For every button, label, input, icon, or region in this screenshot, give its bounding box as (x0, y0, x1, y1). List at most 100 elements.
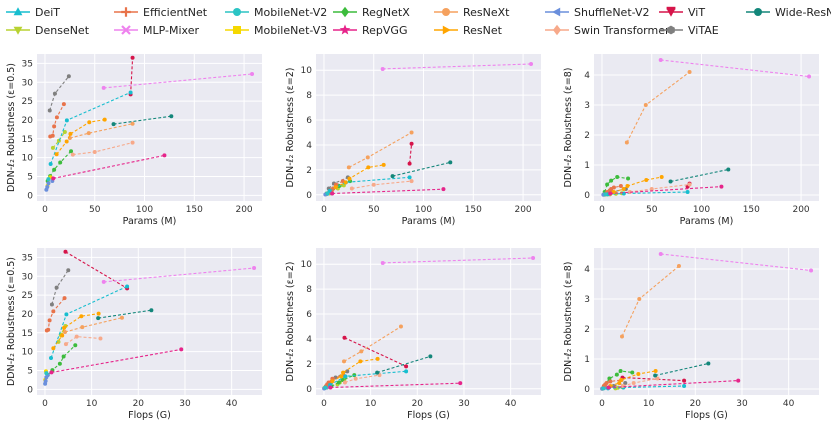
series-line-mlp-mixer (103, 267, 255, 283)
legend-label-repvgg: RepVGG (362, 24, 407, 37)
series-line-repvgg (53, 154, 165, 179)
series-repvgg (328, 381, 463, 390)
data-point (63, 249, 68, 254)
data-point (128, 90, 133, 95)
series-line-mlp-mixer (382, 257, 534, 264)
legend-marker-vitae (667, 25, 675, 35)
x-tick-label: 10 (643, 399, 655, 409)
legend-item-densenet: DenseNet (6, 24, 90, 37)
data-point (62, 296, 67, 301)
x-tick-label: 150 (465, 205, 482, 215)
y-tick-label: 35 (22, 253, 33, 263)
data-point (346, 165, 351, 170)
series-vit (407, 141, 414, 166)
series-resnet (608, 369, 658, 388)
data-point (659, 175, 664, 179)
x-tick-label: 200 (514, 205, 531, 215)
data-point (529, 61, 534, 66)
series-repvgg (608, 184, 724, 196)
series-swin-transformer (627, 182, 692, 194)
data-point (627, 190, 632, 194)
series-mobilenet-v2 (325, 191, 330, 196)
data-point (96, 316, 101, 321)
data-point (57, 361, 62, 366)
data-point (60, 333, 65, 338)
data-point (92, 150, 97, 154)
series-deit (328, 369, 409, 388)
y-tick-label: 30 (22, 272, 34, 282)
legend-label-densenet: DenseNet (35, 24, 90, 37)
y-tick-label: 1 (584, 355, 590, 365)
series-line-resnext (343, 326, 402, 362)
data-point (404, 369, 409, 374)
y-tick-label: 4 (306, 335, 312, 345)
series-repvgg (606, 378, 741, 390)
data-point (102, 117, 107, 122)
series-line-vit (409, 143, 413, 164)
data-point (47, 108, 52, 113)
series-resnext (624, 70, 692, 145)
series-line-regnetx (604, 176, 629, 193)
data-point (409, 141, 414, 146)
series-line-resnet (56, 119, 105, 155)
y-tick-label: 4 (306, 141, 312, 151)
data-point (398, 324, 403, 329)
legend-label-mobilenet-v3: MobileNet-V3 (254, 24, 327, 37)
data-point (130, 121, 135, 126)
series-resnet (54, 117, 107, 157)
legend-item-repvgg: RepVGG (333, 24, 407, 37)
legend-marker-resnext (442, 8, 450, 16)
series-line-resnet (332, 358, 378, 382)
x-tick-label: 0 (321, 399, 327, 409)
data-point (626, 176, 631, 181)
legend-item-mobilenet-v2: MobileNet-V2 (225, 6, 327, 19)
data-point (66, 74, 71, 79)
series-swin-transformer (70, 140, 135, 157)
y-tick-label: 5 (27, 173, 33, 183)
legend-marker-densenet (13, 26, 23, 35)
y-axis-label: DDN-ℓ₂ Robustness (ε=8) (563, 262, 574, 382)
data-point (377, 373, 382, 378)
data-point (607, 376, 612, 381)
y-tick-label: 0 (306, 385, 312, 395)
data-point (685, 190, 690, 194)
data-point (608, 379, 613, 384)
data-point (111, 122, 116, 127)
data-point (54, 285, 59, 290)
data-point (606, 385, 611, 390)
data-point (130, 55, 135, 60)
series-line-wide-resnet (655, 362, 709, 377)
data-point (687, 182, 692, 187)
series-efficientnet (605, 184, 623, 194)
legend-label-vit: ViT (688, 6, 705, 19)
x-axis-label: Flops (G) (407, 410, 450, 421)
data-point (162, 153, 167, 158)
legend-item-efficientnet: EfficientNet (114, 6, 208, 19)
y-tick-label: 20 (22, 116, 34, 126)
legend-label-resnet: ResNet (463, 24, 503, 37)
series-line-wide-resnet (98, 309, 152, 319)
data-point (44, 371, 49, 376)
y-tick-label: 10 (301, 66, 313, 76)
data-point (407, 161, 412, 166)
data-point (618, 369, 623, 373)
legend-marker-mlp-mixer (121, 25, 131, 35)
data-point (342, 380, 347, 385)
y-tick-label: 1 (584, 161, 590, 171)
data-point (390, 174, 395, 179)
data-point (66, 268, 71, 273)
series-swin-transformer (342, 373, 382, 385)
legend-label-efficientnet: EfficientNet (143, 6, 208, 19)
data-point (336, 380, 341, 385)
series-shufflenet-v2 (43, 373, 50, 386)
legend-item-shufflenet-v2: ShuffleNet-V2 (545, 6, 650, 19)
data-point (381, 162, 386, 167)
series-resnext (620, 264, 681, 339)
y-tick-label: 25 (22, 291, 33, 301)
data-point (74, 334, 79, 339)
series-line-regnetx (47, 150, 72, 182)
series-line-vit (65, 251, 128, 289)
legend-marker-vit-cap (666, 6, 676, 10)
y-tick-label: 3 (584, 101, 590, 111)
y-tick-label: 2 (306, 360, 312, 370)
